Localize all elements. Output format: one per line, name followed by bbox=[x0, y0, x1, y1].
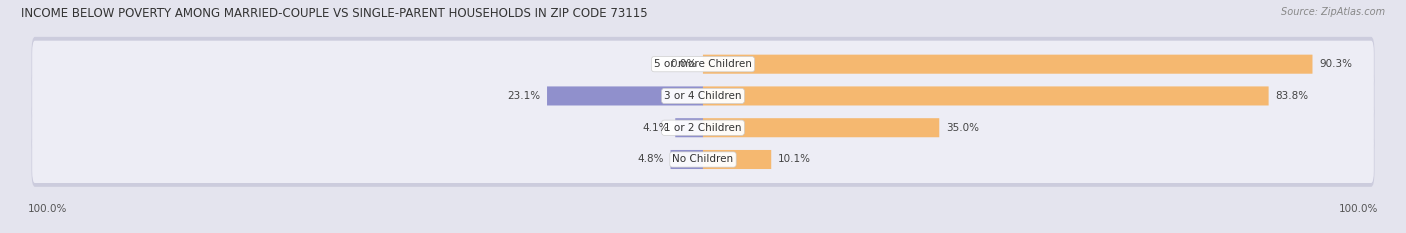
Text: INCOME BELOW POVERTY AMONG MARRIED-COUPLE VS SINGLE-PARENT HOUSEHOLDS IN ZIP COD: INCOME BELOW POVERTY AMONG MARRIED-COUPL… bbox=[21, 7, 648, 20]
Text: Source: ZipAtlas.com: Source: ZipAtlas.com bbox=[1281, 7, 1385, 17]
Text: 23.1%: 23.1% bbox=[508, 91, 540, 101]
Text: 100.0%: 100.0% bbox=[1339, 204, 1378, 214]
FancyBboxPatch shape bbox=[32, 72, 1374, 120]
FancyBboxPatch shape bbox=[31, 100, 1375, 155]
FancyBboxPatch shape bbox=[547, 86, 703, 106]
Text: 90.3%: 90.3% bbox=[1319, 59, 1353, 69]
FancyBboxPatch shape bbox=[703, 118, 939, 137]
FancyBboxPatch shape bbox=[675, 118, 703, 137]
Text: 10.1%: 10.1% bbox=[778, 154, 811, 164]
Text: 4.8%: 4.8% bbox=[637, 154, 664, 164]
Text: 3 or 4 Children: 3 or 4 Children bbox=[664, 91, 742, 101]
FancyBboxPatch shape bbox=[703, 150, 772, 169]
Text: 0.0%: 0.0% bbox=[671, 59, 696, 69]
FancyBboxPatch shape bbox=[703, 55, 1312, 74]
Text: 100.0%: 100.0% bbox=[28, 204, 67, 214]
FancyBboxPatch shape bbox=[32, 136, 1374, 183]
FancyBboxPatch shape bbox=[31, 37, 1375, 92]
Text: 35.0%: 35.0% bbox=[946, 123, 979, 133]
FancyBboxPatch shape bbox=[671, 150, 703, 169]
FancyBboxPatch shape bbox=[31, 69, 1375, 123]
Text: 4.1%: 4.1% bbox=[643, 123, 669, 133]
FancyBboxPatch shape bbox=[32, 41, 1374, 88]
FancyBboxPatch shape bbox=[31, 132, 1375, 187]
FancyBboxPatch shape bbox=[32, 104, 1374, 151]
Text: 1 or 2 Children: 1 or 2 Children bbox=[664, 123, 742, 133]
Text: No Children: No Children bbox=[672, 154, 734, 164]
Text: 83.8%: 83.8% bbox=[1275, 91, 1309, 101]
Text: 5 or more Children: 5 or more Children bbox=[654, 59, 752, 69]
FancyBboxPatch shape bbox=[703, 86, 1268, 106]
